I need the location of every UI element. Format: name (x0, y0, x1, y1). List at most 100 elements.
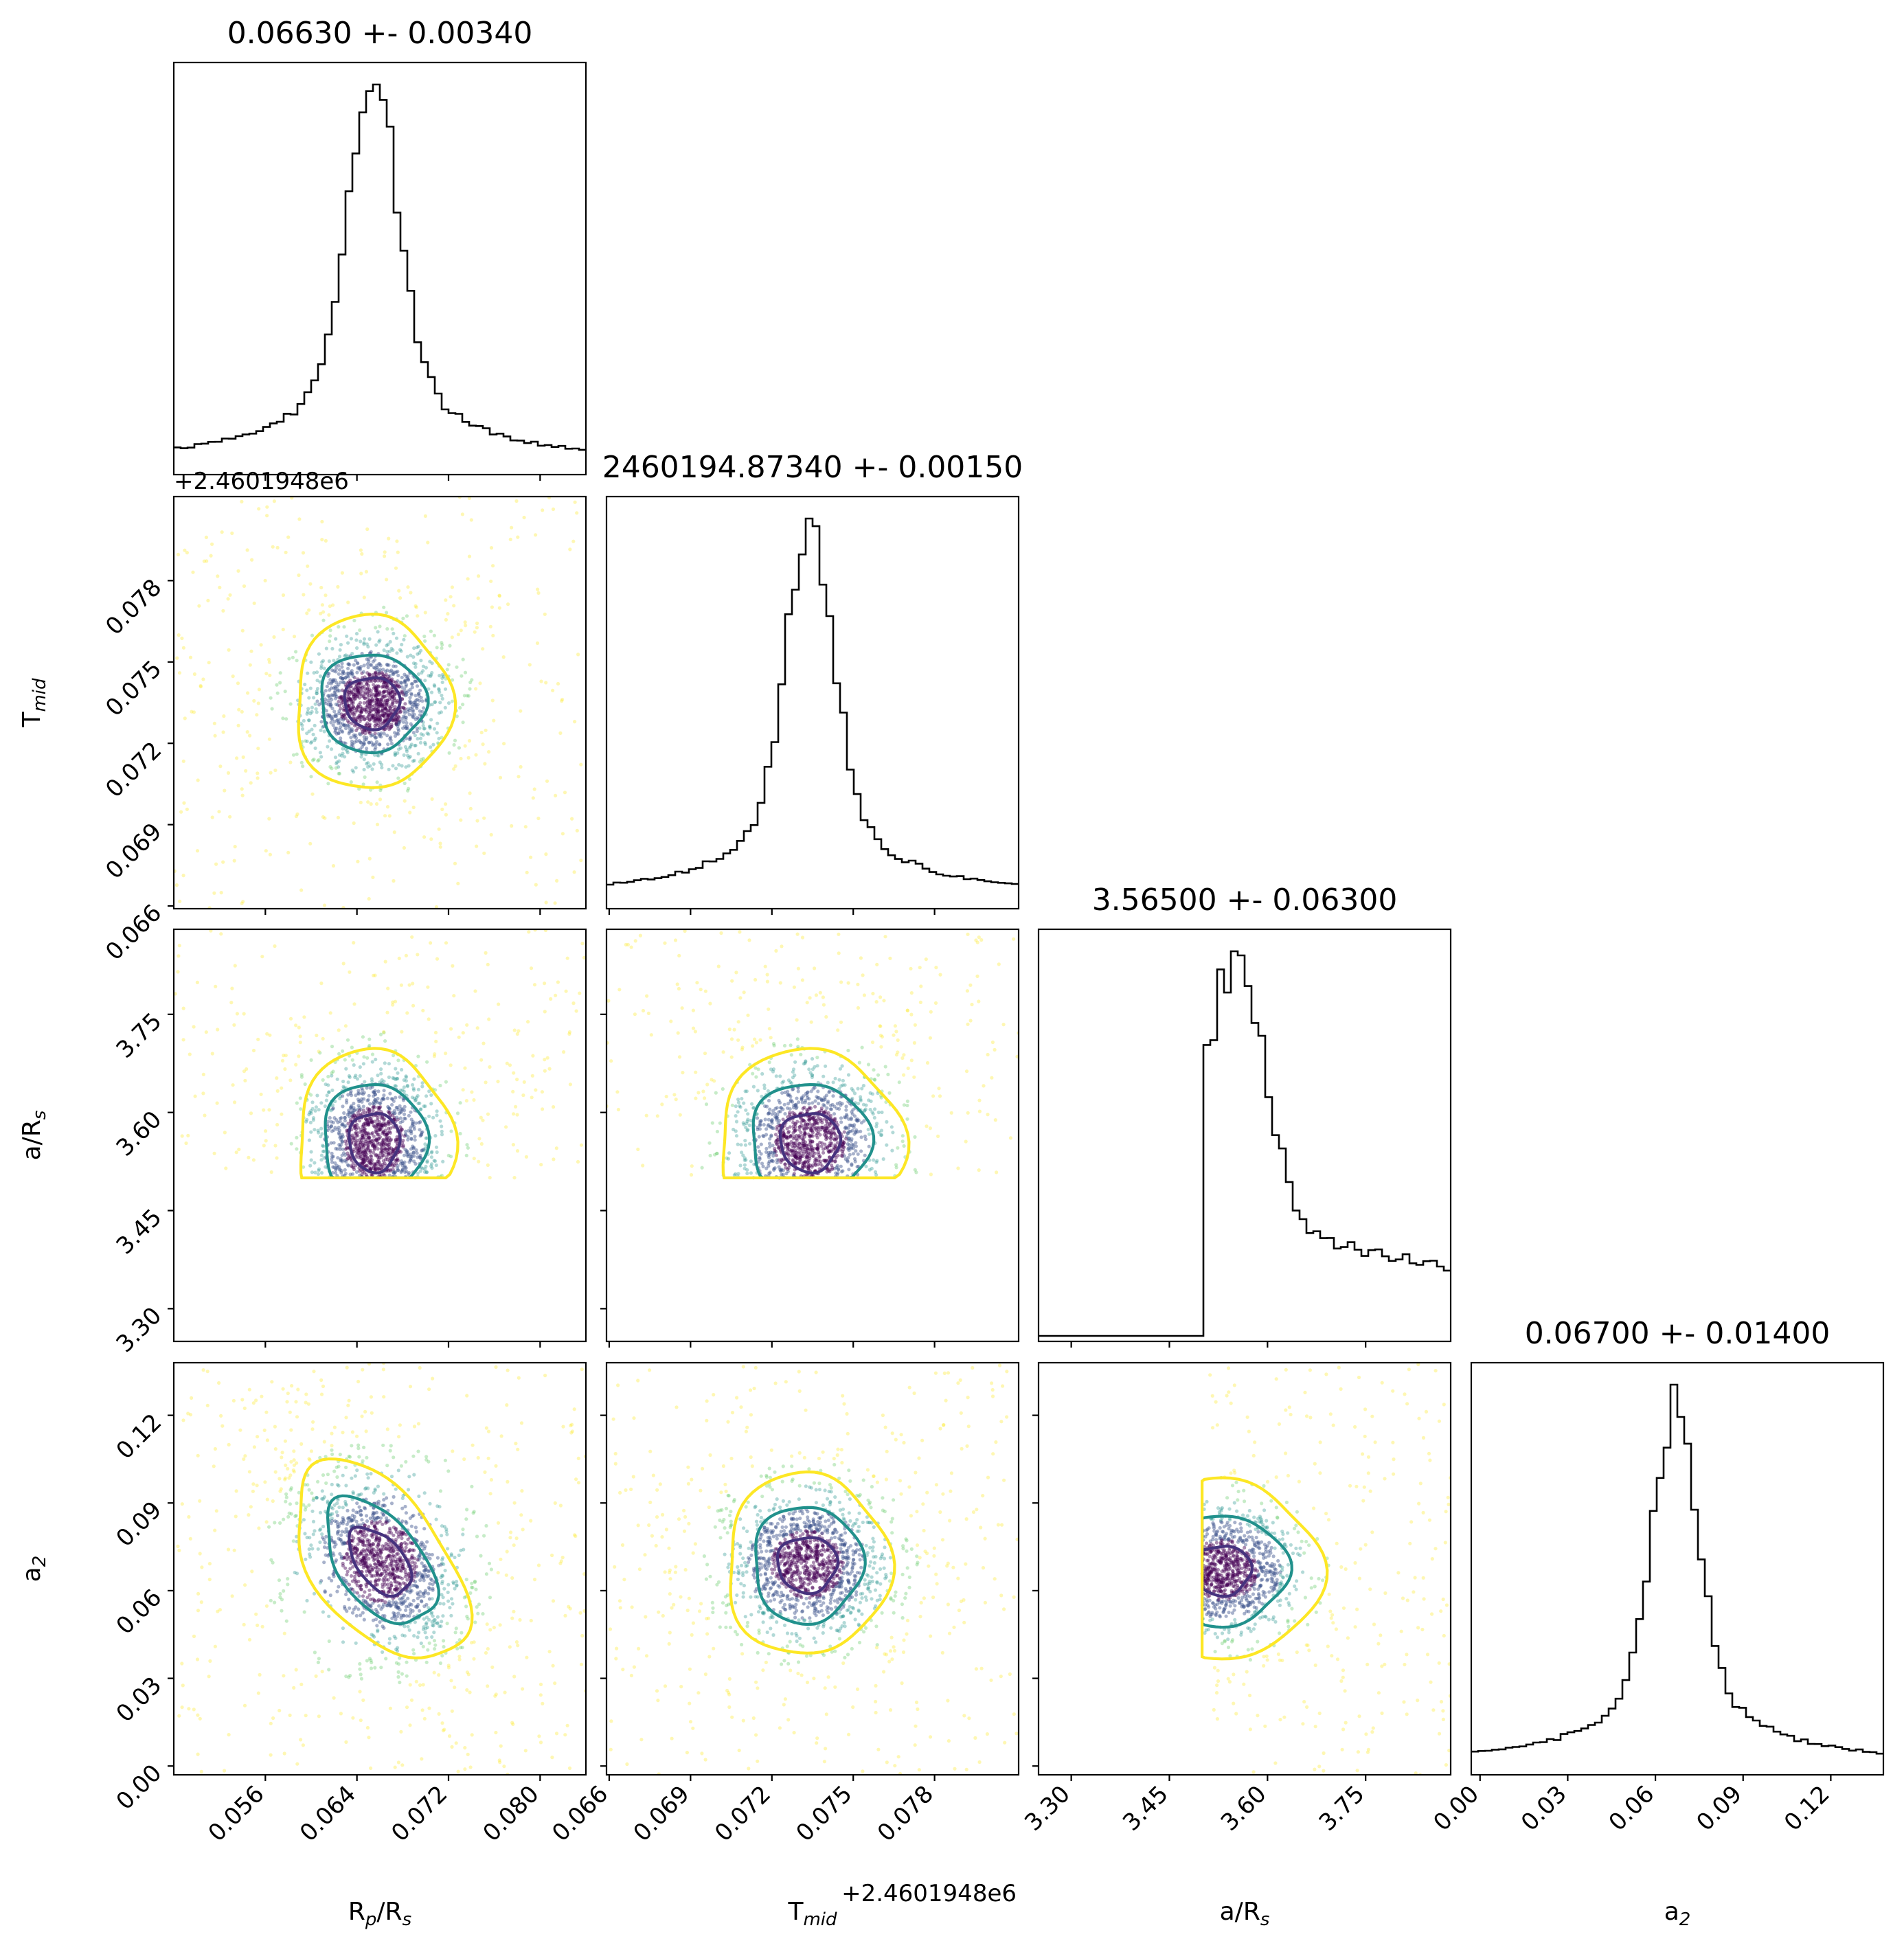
scatter-point (321, 618, 326, 622)
scatter-point (413, 704, 418, 708)
scatter-point (359, 1509, 363, 1513)
scatter-point (389, 1138, 393, 1142)
scatter-point (335, 1127, 339, 1131)
scatter-point (359, 639, 363, 644)
scatter-point (739, 1143, 743, 1147)
scatter-point (390, 1572, 394, 1576)
scatter-point (382, 1140, 386, 1145)
scatter-point (375, 699, 380, 703)
scatter-point (820, 1098, 824, 1102)
scatter-point (641, 1008, 646, 1013)
scatter-point (365, 1552, 369, 1556)
scatter-point (793, 1148, 797, 1153)
scatter-point (383, 699, 387, 703)
scatter-point (343, 712, 347, 717)
scatter-point (418, 1169, 422, 1173)
scatter-point (338, 695, 342, 699)
scatter-point (386, 1131, 390, 1135)
scatter-point (364, 569, 369, 574)
scatter-point (350, 669, 354, 673)
scatter-point (346, 1520, 350, 1524)
scatter-point (430, 797, 434, 801)
scatter-point (372, 734, 376, 738)
scatter-point (387, 663, 391, 667)
scatter-point (736, 1142, 740, 1146)
scatter-point (338, 1167, 342, 1171)
scatter-point (374, 1582, 378, 1587)
scatter-point (337, 771, 341, 775)
scatter-point (788, 1093, 792, 1097)
scatter-point (374, 1525, 378, 1530)
scatter-point (859, 1129, 863, 1133)
scatter-point (830, 1102, 835, 1106)
scatter-point (387, 1122, 391, 1126)
scatter-point (846, 1159, 850, 1163)
scatter-point (369, 802, 373, 806)
scatter-point (438, 674, 442, 678)
scatter-point (368, 1516, 372, 1521)
scatter-point (405, 726, 409, 730)
scatter-point (343, 1158, 347, 1163)
scatter-point (398, 1120, 403, 1124)
scatter-point (767, 1164, 771, 1168)
scatter-point (479, 730, 484, 735)
scatter-point (396, 699, 400, 703)
scatter-point (343, 716, 348, 720)
scatter-point (308, 1164, 313, 1168)
scatter-point (356, 691, 361, 695)
scatter-point (418, 688, 422, 692)
scatter-point (863, 1137, 868, 1142)
scatter-point (440, 807, 444, 811)
scatter-point (358, 1145, 362, 1149)
scatter-point (352, 1546, 357, 1550)
scatter-point (812, 1117, 816, 1122)
scatter-point (393, 705, 397, 709)
scatter-point (376, 1159, 380, 1164)
scatter-point (386, 1120, 391, 1124)
scatter-point (912, 1041, 916, 1045)
scatter-point (403, 702, 407, 706)
scatter-point (822, 1133, 826, 1137)
scatter-point (734, 971, 738, 975)
scatter-point (393, 1170, 397, 1174)
scatter-point (359, 1583, 363, 1587)
scatter-point (411, 661, 416, 666)
scatter-point (367, 672, 372, 677)
scatter-point (367, 687, 372, 692)
scatter-point (413, 700, 417, 705)
scatter-point (362, 740, 366, 745)
scatter-point (810, 1073, 814, 1077)
scatter-point (381, 1144, 385, 1148)
scatter-point (352, 618, 356, 623)
scatter-point (499, 1744, 503, 1748)
scatter-point (304, 739, 308, 743)
scatter-point (758, 1123, 762, 1127)
scatter-point (409, 1131, 413, 1135)
scatter-point (356, 1104, 361, 1108)
scatter-point (433, 1030, 438, 1034)
scatter-point (217, 810, 221, 814)
scatter-point (808, 1138, 812, 1142)
scatter-point (531, 796, 535, 800)
scatter-point (359, 1560, 363, 1564)
scatter-point (346, 672, 350, 676)
scatter-point (358, 1137, 363, 1142)
scatter-point (323, 697, 327, 701)
scatter-point (808, 1106, 813, 1111)
scatter-point (375, 1100, 379, 1104)
scatter-point (382, 712, 387, 716)
scatter-point (384, 683, 388, 688)
scatter-point (793, 1144, 797, 1148)
scatter-point (714, 1091, 718, 1095)
scatter-point (574, 1009, 578, 1013)
scatter-point (399, 1106, 403, 1111)
scatter-point (374, 684, 378, 688)
scatter-point (418, 740, 423, 745)
scatter-point (841, 1145, 845, 1149)
scatter-point (790, 1144, 794, 1148)
scatter-point (298, 1096, 302, 1100)
scatter-point (373, 1093, 377, 1097)
scatter-point (391, 1076, 395, 1080)
scatter-point (836, 1171, 840, 1175)
scatter-point (379, 1124, 383, 1128)
